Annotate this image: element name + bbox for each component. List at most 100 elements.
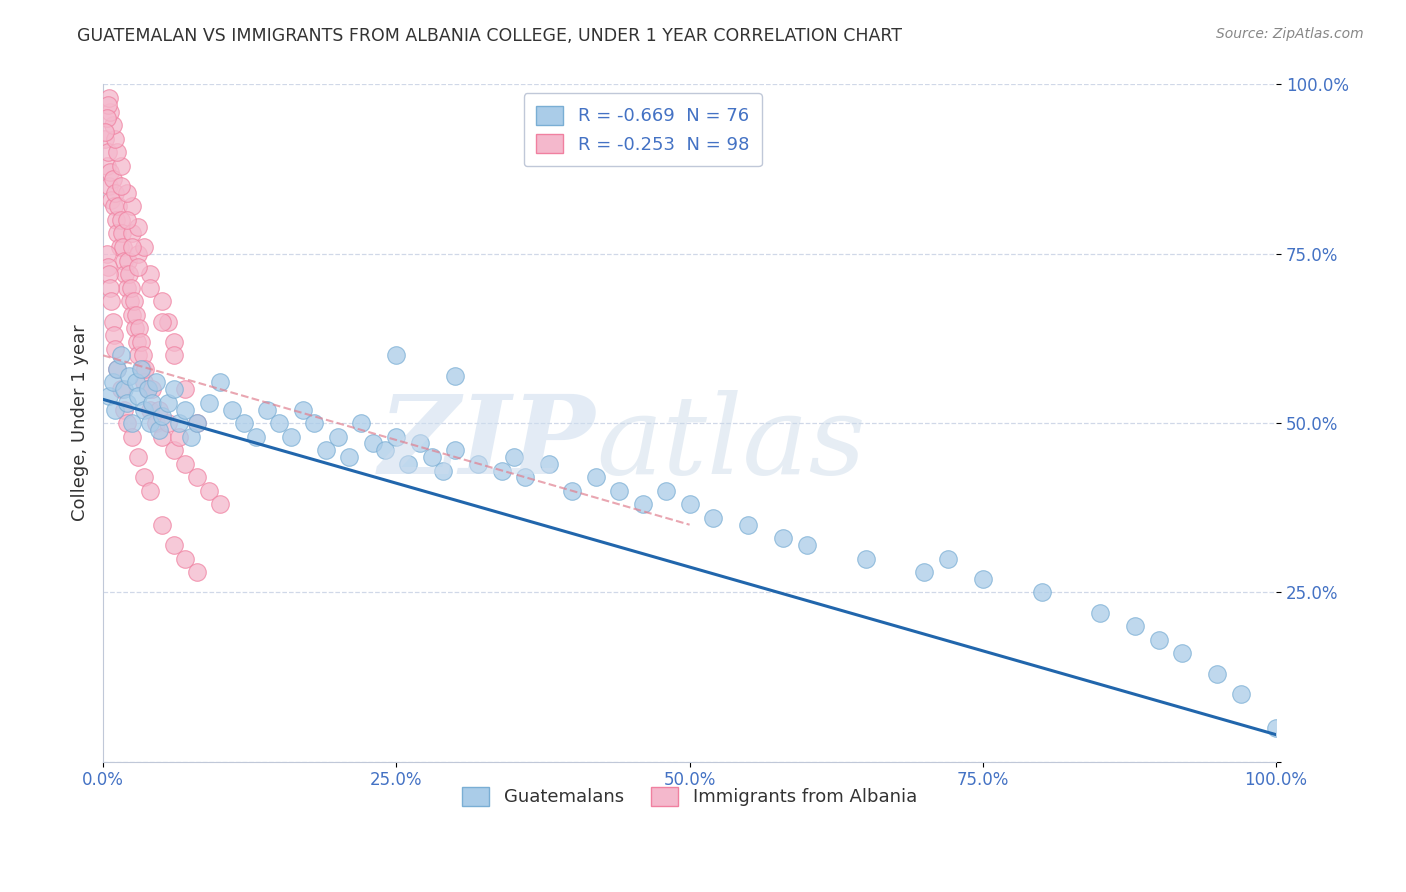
Point [361, 436, 384, 450]
Point [134, 362, 156, 376]
Point [561, 483, 583, 498]
Point [101, 314, 124, 328]
Point [197, 483, 219, 498]
Point [131, 362, 153, 376]
Point [108, 240, 131, 254]
Point [121, 430, 143, 444]
Point [110, 179, 132, 194]
Point [162, 382, 184, 396]
Point [110, 159, 132, 173]
Point [432, 463, 454, 477]
Point [110, 213, 132, 227]
Point [136, 382, 159, 396]
Point [104, 342, 127, 356]
Point [96, 246, 118, 260]
Point [174, 402, 197, 417]
Point [912, 565, 935, 579]
Point [162, 538, 184, 552]
Point [139, 483, 162, 498]
Point [145, 376, 167, 390]
Point [105, 362, 128, 376]
Point [98, 389, 121, 403]
Point [1123, 619, 1146, 633]
Point [117, 253, 139, 268]
Point [127, 334, 149, 349]
Point [150, 409, 173, 424]
Point [103, 199, 125, 213]
Point [98, 104, 121, 119]
Point [350, 416, 373, 430]
Point [180, 430, 202, 444]
Point [515, 470, 537, 484]
Point [678, 497, 700, 511]
Point [134, 376, 156, 390]
Point [409, 436, 432, 450]
Point [98, 280, 121, 294]
Point [141, 396, 163, 410]
Point [280, 430, 302, 444]
Point [104, 131, 127, 145]
Point [110, 382, 132, 396]
Point [145, 416, 167, 430]
Point [129, 362, 152, 376]
Point [467, 457, 489, 471]
Point [315, 443, 337, 458]
Point [111, 227, 134, 241]
Point [156, 416, 179, 430]
Point [120, 280, 142, 294]
Point [169, 416, 191, 430]
Point [129, 334, 152, 349]
Point [101, 118, 124, 132]
Point [174, 551, 197, 566]
Point [209, 497, 232, 511]
Point [121, 240, 143, 254]
Point [97, 97, 120, 112]
Point [1088, 606, 1111, 620]
Point [100, 193, 122, 207]
Point [118, 267, 141, 281]
Point [105, 213, 128, 227]
Point [112, 402, 135, 417]
Point [100, 294, 122, 309]
Point [121, 416, 143, 430]
Point [98, 267, 121, 281]
Point [396, 457, 419, 471]
Point [101, 376, 124, 390]
Point [115, 213, 138, 227]
Point [127, 260, 149, 275]
Point [98, 165, 121, 179]
Point [98, 91, 121, 105]
Point [156, 396, 179, 410]
Point [972, 572, 994, 586]
Point [105, 227, 128, 241]
Point [114, 267, 136, 281]
Point [169, 430, 191, 444]
Point [139, 402, 162, 417]
Point [444, 368, 467, 383]
Point [174, 382, 197, 396]
Point [537, 457, 560, 471]
Point [105, 362, 128, 376]
Point [174, 457, 197, 471]
Point [107, 199, 129, 213]
Point [796, 538, 818, 552]
Point [162, 443, 184, 458]
Point [127, 246, 149, 260]
Point [385, 348, 408, 362]
Point [150, 294, 173, 309]
Point [121, 199, 143, 213]
Point [125, 308, 148, 322]
Point [232, 416, 254, 430]
Point [94, 131, 117, 145]
Point [132, 348, 155, 362]
Point [291, 402, 314, 417]
Point [125, 376, 148, 390]
Legend: Guatemalans, Immigrants from Albania: Guatemalans, Immigrants from Albania [456, 780, 924, 814]
Point [1147, 632, 1170, 647]
Point [94, 125, 117, 139]
Point [162, 334, 184, 349]
Point [112, 253, 135, 268]
Point [607, 483, 630, 498]
Point [245, 430, 267, 444]
Point [772, 531, 794, 545]
